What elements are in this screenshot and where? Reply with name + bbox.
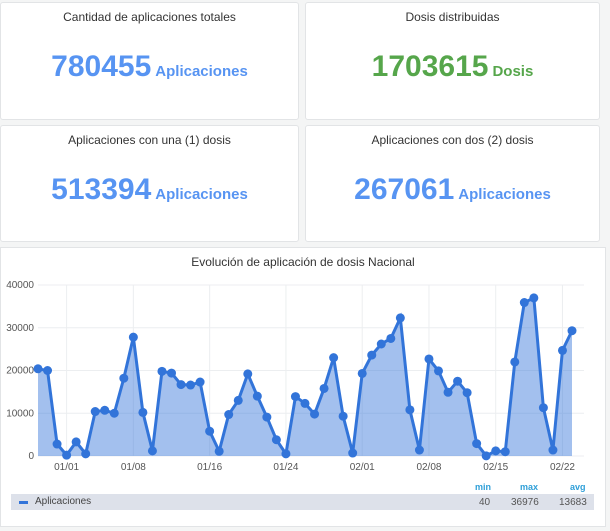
legend-max-value: 36976 (511, 497, 539, 508)
data-point (262, 412, 272, 422)
data-point (510, 357, 520, 367)
data-point (271, 435, 281, 445)
x-tick-label: 02/22 (550, 462, 575, 473)
data-point (290, 392, 300, 402)
data-point (519, 298, 529, 308)
data-point (157, 366, 167, 376)
card-one-dose: Aplicaciones con una (1) dosis 513394 Apl… (0, 125, 299, 242)
data-point (243, 369, 253, 379)
legend-row[interactable]: Aplicaciones (11, 494, 594, 510)
data-point (195, 377, 205, 387)
data-point (176, 380, 186, 390)
data-point (453, 376, 463, 386)
data-point (233, 395, 243, 405)
card-title: Dosis distribuidas (405, 10, 500, 24)
chart-panel: Evolución de aplicación de dosis Naciona… (0, 247, 606, 527)
data-point (319, 383, 329, 393)
x-tick-label: 02/08 (416, 462, 441, 473)
data-point (252, 391, 262, 401)
card-unit: Aplicaciones (458, 186, 551, 203)
data-point (224, 410, 234, 420)
legend-color-swatch (19, 501, 28, 504)
data-point (367, 350, 377, 360)
data-point (138, 407, 148, 417)
card-unit: Aplicaciones (155, 63, 248, 80)
x-tick-label: 01/16 (197, 462, 222, 473)
legend-header-avg: avg (570, 482, 586, 492)
data-point (357, 368, 367, 378)
data-point (186, 380, 196, 390)
series-area (38, 297, 572, 456)
x-tick-label: 01/08 (121, 462, 146, 473)
y-tick-label: 10000 (6, 408, 34, 419)
data-point (43, 366, 53, 375)
card-unit: Dosis (492, 63, 534, 80)
data-point (109, 408, 119, 418)
card-title: Aplicaciones con dos (2) dosis (371, 133, 534, 147)
data-point (281, 449, 291, 459)
card-unit: Aplicaciones (155, 186, 248, 203)
data-point (81, 449, 91, 459)
data-point (128, 332, 138, 342)
data-point (548, 445, 558, 455)
data-point (62, 450, 72, 460)
data-point (329, 353, 339, 363)
data-point (338, 411, 348, 421)
data-point (214, 446, 224, 456)
data-point (500, 447, 510, 457)
data-point (567, 326, 577, 336)
card-value: 267061 (354, 173, 455, 206)
card-value: 780455 (51, 50, 152, 83)
card-two-doses: Aplicaciones con dos (2) dosis 267061 Apl… (305, 125, 600, 242)
data-point (424, 354, 434, 364)
data-point (33, 364, 43, 374)
legend-label: Aplicaciones (35, 496, 92, 507)
y-tick-label: 30000 (6, 323, 34, 334)
y-tick-label: 20000 (6, 366, 34, 377)
data-point (310, 409, 320, 419)
data-point (90, 407, 100, 417)
card-distributed-doses: Dosis distribuidas 1703615 Dosis (305, 2, 600, 120)
y-tick-label: 40000 (6, 280, 34, 291)
data-point (491, 446, 501, 456)
data-point (538, 403, 548, 413)
x-tick-label: 02/01 (350, 462, 375, 473)
card-title: Cantidad de aplicaciones totales (63, 10, 236, 24)
x-tick-label: 01/24 (273, 462, 298, 473)
y-tick-label: 0 (28, 451, 34, 462)
data-point (71, 437, 81, 447)
data-point (100, 405, 110, 415)
data-point (414, 445, 424, 455)
data-point (52, 439, 62, 449)
card-title: Aplicaciones con una (1) dosis (68, 133, 231, 147)
chart-title: Evolución de aplicación de dosis Naciona… (191, 255, 415, 269)
data-point (119, 373, 129, 383)
x-tick-label: 02/15 (483, 462, 508, 473)
card-value: 513394 (51, 173, 152, 206)
legend-header-max: max (520, 482, 539, 492)
data-point (405, 405, 415, 415)
data-point (395, 313, 405, 323)
chart[interactable]: 0 10000 20000 30000 40000 01/01 01/08 01/16 01/2… (1, 248, 605, 478)
legend-avg-value: 13683 (559, 497, 587, 508)
data-point (386, 333, 396, 343)
data-point (481, 451, 491, 461)
data-point (147, 446, 157, 456)
data-point (348, 448, 358, 458)
card-value: 1703615 (371, 50, 489, 83)
data-point (557, 345, 567, 355)
legend-min-value: 40 (479, 497, 491, 508)
data-point (205, 426, 215, 436)
legend-header-min: min (475, 482, 492, 492)
data-point (434, 366, 443, 376)
data-point (167, 368, 176, 378)
data-point (529, 293, 539, 303)
data-point (472, 439, 482, 449)
data-point (462, 388, 472, 398)
x-tick-label: 01/01 (54, 462, 79, 473)
data-point (443, 387, 453, 397)
data-point (376, 339, 386, 349)
card-total-applications: Cantidad de aplicaciones totales 780455 A… (0, 2, 299, 120)
data-point (300, 398, 310, 408)
